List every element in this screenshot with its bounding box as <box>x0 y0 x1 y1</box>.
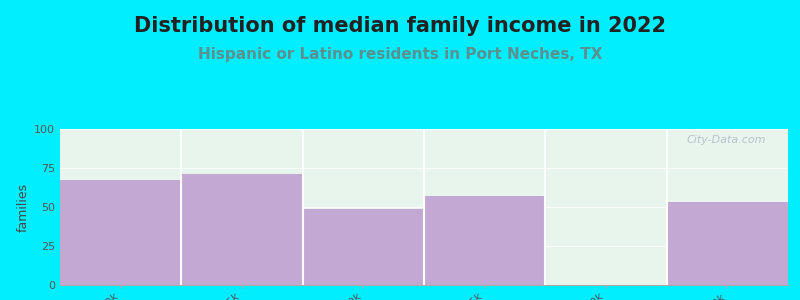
Text: City-Data.com: City-Data.com <box>686 135 766 145</box>
Bar <box>424 196 546 285</box>
Bar <box>182 174 302 285</box>
Y-axis label: families: families <box>17 182 30 232</box>
Bar <box>302 208 424 285</box>
Text: Distribution of median family income in 2022: Distribution of median family income in … <box>134 16 666 37</box>
Text: Hispanic or Latino residents in Port Neches, TX: Hispanic or Latino residents in Port Nec… <box>198 46 602 62</box>
Bar <box>60 181 182 285</box>
Bar <box>666 202 788 285</box>
